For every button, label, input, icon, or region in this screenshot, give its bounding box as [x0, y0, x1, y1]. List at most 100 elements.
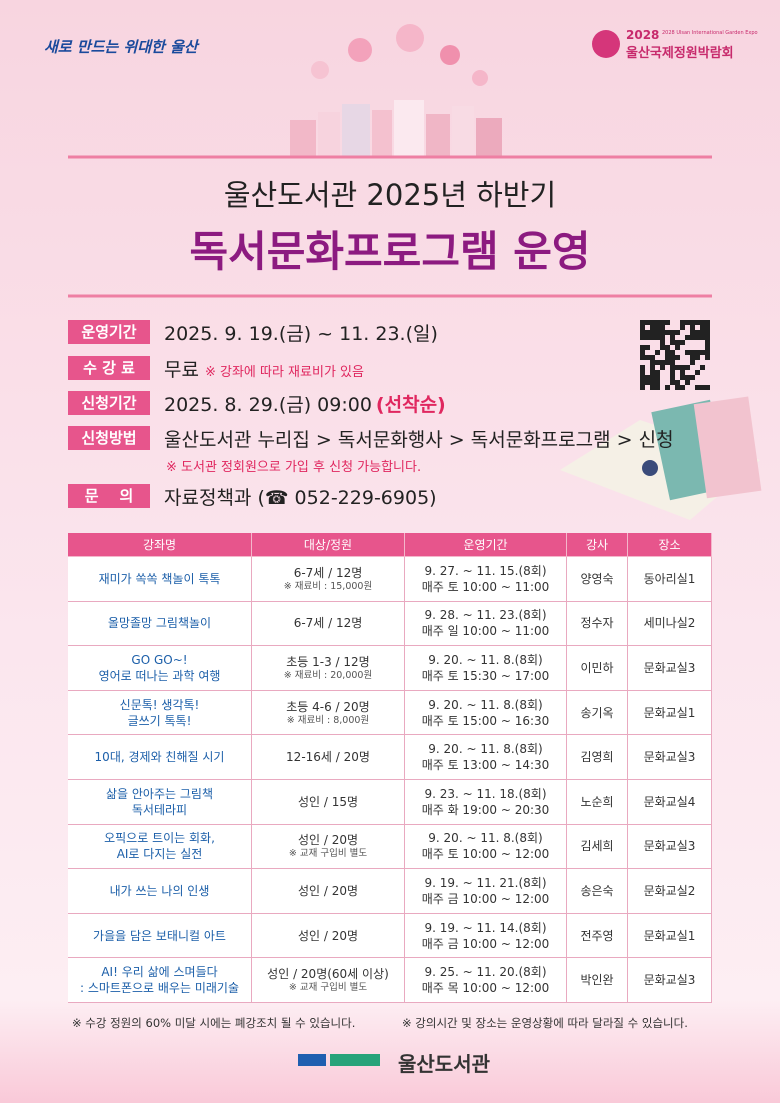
table-cell: 문화교실3: [628, 735, 712, 780]
table-cell: 내가 쓰는 나의 인생: [68, 869, 252, 914]
course-name: 영어로 떠나는 과학 여행: [98, 668, 221, 683]
column-header: 강사: [567, 533, 628, 557]
course-name: 가을을 담은 보태니컬 아트: [93, 928, 226, 943]
place: 문화교실3: [643, 973, 696, 988]
info-label: 문 의: [68, 484, 150, 508]
target: 성인 / 20명: [297, 833, 359, 848]
slogan: 새로 만드는 위대한 울산: [44, 38, 198, 56]
place: 문화교실3: [643, 660, 696, 675]
instructor: 정수자: [580, 616, 614, 631]
table-cell: 성인 / 20명: [252, 913, 405, 959]
place: 문화교실1: [643, 705, 696, 720]
schedule: 매주 토 15:00 ~ 16:30: [421, 713, 550, 728]
period: 9. 20. ~ 11. 8.(8회): [428, 831, 543, 846]
expo-name: 울산국제정원박람회: [626, 46, 734, 61]
target: 성인 / 15명: [297, 794, 359, 809]
target: 6-7세 / 12명: [293, 565, 363, 580]
target: 12-16세 / 20명: [286, 750, 370, 765]
info-note: ※ 강좌에 따라 재료비가 있음: [204, 365, 364, 380]
course-name: 10대, 경제와 친해질 시기: [94, 750, 225, 765]
target: 성인 / 20명: [297, 883, 359, 898]
table-cell: 9. 20. ~ 11. 8.(8회) 매주 토 10:00 ~ 12:00: [405, 824, 567, 870]
table-cell: 9. 28. ~ 11. 23.(8회) 매주 일 10:00 ~ 11:00: [405, 601, 567, 647]
table-cell: 9. 23. ~ 11. 18.(8회) 매주 화 19:00 ~ 20:30: [405, 780, 567, 825]
instructor: 박인완: [580, 973, 614, 988]
info-subnote: ※ 도서관 정회원으로 가입 후 신청 가능합니다.: [166, 460, 422, 475]
footer-logo-mark: [298, 1054, 326, 1066]
table-cell: 이민하: [567, 646, 628, 691]
table-cell: 9. 20. ~ 11. 8.(8회) 매주 토 13:00 ~ 14:30: [405, 735, 567, 780]
info-line: 울산도서관 누리집 > 독서문화행사 > 독서문화프로그램 > 신청: [164, 425, 674, 452]
table-cell: 12-16세 / 20명: [252, 735, 405, 780]
table-cell: 전주영: [567, 913, 628, 959]
place: 문화교실3: [643, 839, 696, 854]
table-cell: 성인 / 15명: [252, 780, 405, 825]
target-note: ※ 재료비 : 15,000원: [283, 580, 373, 592]
table-cell: 6-7세 / 12명 ※ 재료비 : 15,000원: [252, 557, 405, 602]
place: 문화교실4: [643, 794, 696, 809]
period: 9. 20. ~ 11. 8.(8회): [428, 697, 543, 712]
table-cell: 문화교실3: [628, 646, 712, 691]
period: 9. 23. ~ 11. 18.(8회): [424, 786, 547, 801]
note: ※ 수강 정원의 60% 미달 시에는 폐강조치 될 수 있습니다.: [72, 1016, 356, 1030]
table-cell: 삶을 안아주는 그림책 독서테라피: [68, 780, 252, 825]
table-cell: AI! 우리 삶에 스며들다: 스마트폰으로 배우는 미래기술: [68, 958, 252, 1003]
info-line: 무료 ※ 강좌에 따라 재료비가 있음: [164, 355, 364, 382]
table-cell: 문화교실1: [628, 913, 712, 959]
info-highlight: (선착순): [375, 394, 446, 416]
period: 9. 25. ~ 11. 20.(8회): [424, 965, 547, 980]
info-line: 2025. 9. 19.(금) ~ 11. 23.(일): [164, 319, 438, 346]
info-label: 신청기간: [68, 391, 150, 415]
period: 9. 27. ~ 11. 15.(8회): [424, 563, 547, 578]
column-header: 장소: [628, 533, 712, 557]
expo-emblem: [592, 30, 620, 58]
table-cell: 10대, 경제와 친해질 시기: [68, 735, 252, 780]
place: 문화교실3: [643, 750, 696, 765]
course-name: 올망졸망 그림책놀이: [107, 616, 212, 631]
instructor: 김영희: [580, 750, 614, 765]
place: 세미나실2: [643, 616, 696, 631]
table-cell: 9. 20. ~ 11. 8.(8회) 매주 토 15:30 ~ 17:00: [405, 646, 567, 691]
title-line1: 울산도서관 2025년 하반기: [223, 178, 557, 212]
footer-logo: 울산도서관: [398, 1052, 490, 1076]
table-cell: 김영희: [567, 735, 628, 780]
expo-year: 2028: [626, 28, 660, 42]
table-cell: 초등 4-6 / 20명 ※ 재료비 : 8,000원: [252, 690, 405, 736]
schedule: 매주 금 10:00 ~ 12:00: [421, 936, 550, 951]
table-cell: 9. 19. ~ 11. 21.(8회) 매주 금 10:00 ~ 12:00: [405, 869, 567, 914]
table-cell: 문화교실2: [628, 869, 712, 914]
column-header: 강좌명: [68, 533, 252, 557]
place: 동아리실1: [643, 571, 696, 586]
target: 초등 1-3 / 12명: [286, 654, 370, 669]
course-name: 오픽으로 트이는 회화,: [104, 831, 215, 846]
table-cell: 초등 1-3 / 12명 ※ 재료비 : 20,000원: [252, 646, 405, 691]
target: 초등 4-6 / 20명: [286, 699, 370, 714]
table-cell: 문화교실4: [628, 780, 712, 825]
info-label: 수 강 료: [68, 356, 150, 380]
period: 9. 19. ~ 11. 14.(8회): [424, 920, 547, 935]
schedule: 매주 토 15:30 ~ 17:00: [421, 668, 550, 683]
target: 6-7세 / 12명: [293, 616, 363, 631]
schedule: 매주 화 19:00 ~ 20:30: [421, 802, 550, 817]
table-cell: 문화교실3: [628, 958, 712, 1003]
table-cell: 문화교실1: [628, 690, 712, 736]
table-cell: 재미가 쏙쏙 책놀이 톡톡: [68, 557, 252, 602]
place: 문화교실1: [643, 928, 696, 943]
table-cell: 송기옥: [567, 690, 628, 736]
info-text: 2025. 8. 29.(금) 09:00: [164, 394, 372, 416]
table-cell: 박인완: [567, 958, 628, 1003]
table-cell: 동아리실1: [628, 557, 712, 602]
schedule: 매주 토 10:00 ~ 11:00: [421, 579, 550, 594]
instructor: 김세희: [580, 839, 614, 854]
table-cell: 성인 / 20명(60세 이상) ※ 교재 구입비 별도: [252, 958, 405, 1003]
instructor: 송기옥: [580, 705, 614, 720]
schedule: 매주 일 10:00 ~ 11:00: [421, 624, 550, 639]
table-cell: 9. 27. ~ 11. 15.(8회) 매주 토 10:00 ~ 11:00: [405, 557, 567, 602]
period: 9. 19. ~ 11. 21.(8회): [424, 875, 547, 890]
table-cell: 문화교실3: [628, 824, 712, 870]
course-name: AI로 다지는 실전: [116, 847, 203, 862]
table-cell: 양영숙: [567, 557, 628, 602]
table-cell: 노순희: [567, 780, 628, 825]
period: 9. 28. ~ 11. 23.(8회): [424, 608, 547, 623]
